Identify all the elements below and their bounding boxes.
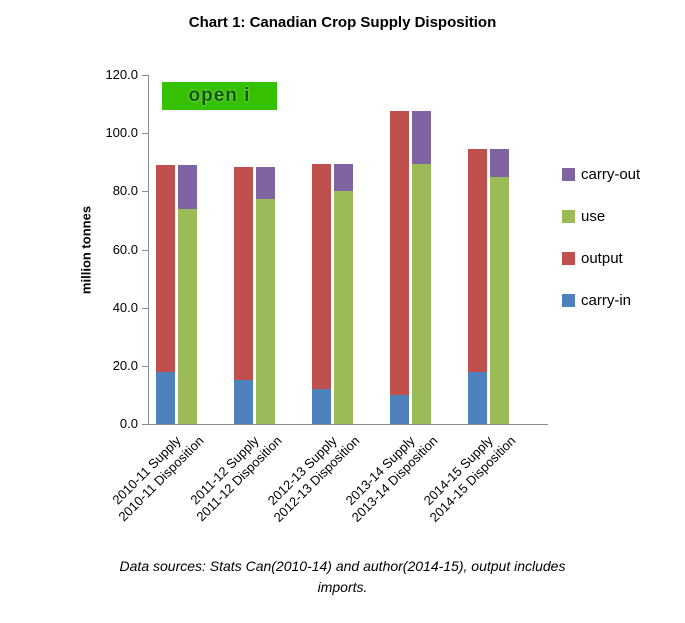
y-tick-label: 20.0 (112, 357, 138, 373)
y-axis-line (148, 75, 149, 424)
bar-segment-use (178, 208, 197, 424)
y-tick-label: 80.0 (112, 183, 138, 199)
legend-swatch-use (562, 210, 575, 223)
y-tick-label: 0.0 (119, 416, 138, 431)
y-tick-mark (142, 424, 148, 425)
y-tick-mark (142, 75, 148, 76)
chart-title: Chart 1: Canadian Crop Supply Dispositio… (188, 14, 497, 31)
chart-legend: carry-out use output carry-in (562, 166, 640, 309)
x-axis-line (148, 424, 548, 425)
bar-segment-carry-out (490, 149, 509, 177)
bar-segment-output (390, 111, 409, 395)
bar-segment-carry-out (256, 166, 275, 199)
y-tick-label: 120.0 (105, 67, 138, 82)
legend-swatch-output (562, 252, 575, 265)
y-tick-mark (142, 191, 148, 193)
legend-label: output (581, 250, 623, 267)
bar-segment-output (468, 149, 487, 372)
legend-label: use (581, 208, 606, 225)
bar-segment-output (234, 166, 253, 381)
legend-label: carry-in (581, 292, 632, 309)
watermark-badge: open i (162, 82, 277, 110)
bar-segment-carry-in (312, 389, 331, 424)
legend-item-output: output (562, 250, 640, 267)
legend-item-carry-out: carry-out (562, 166, 640, 183)
y-tick-mark (142, 133, 148, 135)
y-tick-mark (142, 365, 148, 367)
bar-segment-carry-in (468, 371, 487, 424)
data-source-footnote: Data sources: Stats Can(2010-14) and aut… (119, 558, 566, 595)
y-tick-mark (142, 249, 148, 251)
bar-segment-carry-in (156, 371, 175, 424)
bar-segment-use (490, 176, 509, 424)
bar-segment-use (334, 191, 353, 424)
bar-segment-output (156, 165, 175, 372)
bar-segment-carry-in (390, 394, 409, 424)
legend-item-carry-in: carry-in (562, 292, 640, 309)
bar-segment-carry-out (412, 111, 431, 164)
legend-item-use: use (562, 208, 640, 225)
legend-swatch-carry-in (562, 294, 575, 307)
bar-segment-carry-out (334, 163, 353, 192)
bar-segment-use (256, 198, 275, 424)
bar-segment-use (412, 163, 431, 424)
bar-segment-carry-in (234, 380, 253, 424)
y-tick-mark (142, 307, 148, 309)
y-tick-label: 40.0 (112, 299, 138, 315)
bar-segment-output (312, 163, 331, 390)
legend-swatch-carry-out (562, 168, 575, 181)
y-tick-label: 100.0 (105, 125, 138, 141)
y-tick-label: 60.0 (112, 241, 138, 257)
legend-label: carry-out (581, 166, 641, 183)
bar-segment-carry-out (178, 165, 197, 209)
